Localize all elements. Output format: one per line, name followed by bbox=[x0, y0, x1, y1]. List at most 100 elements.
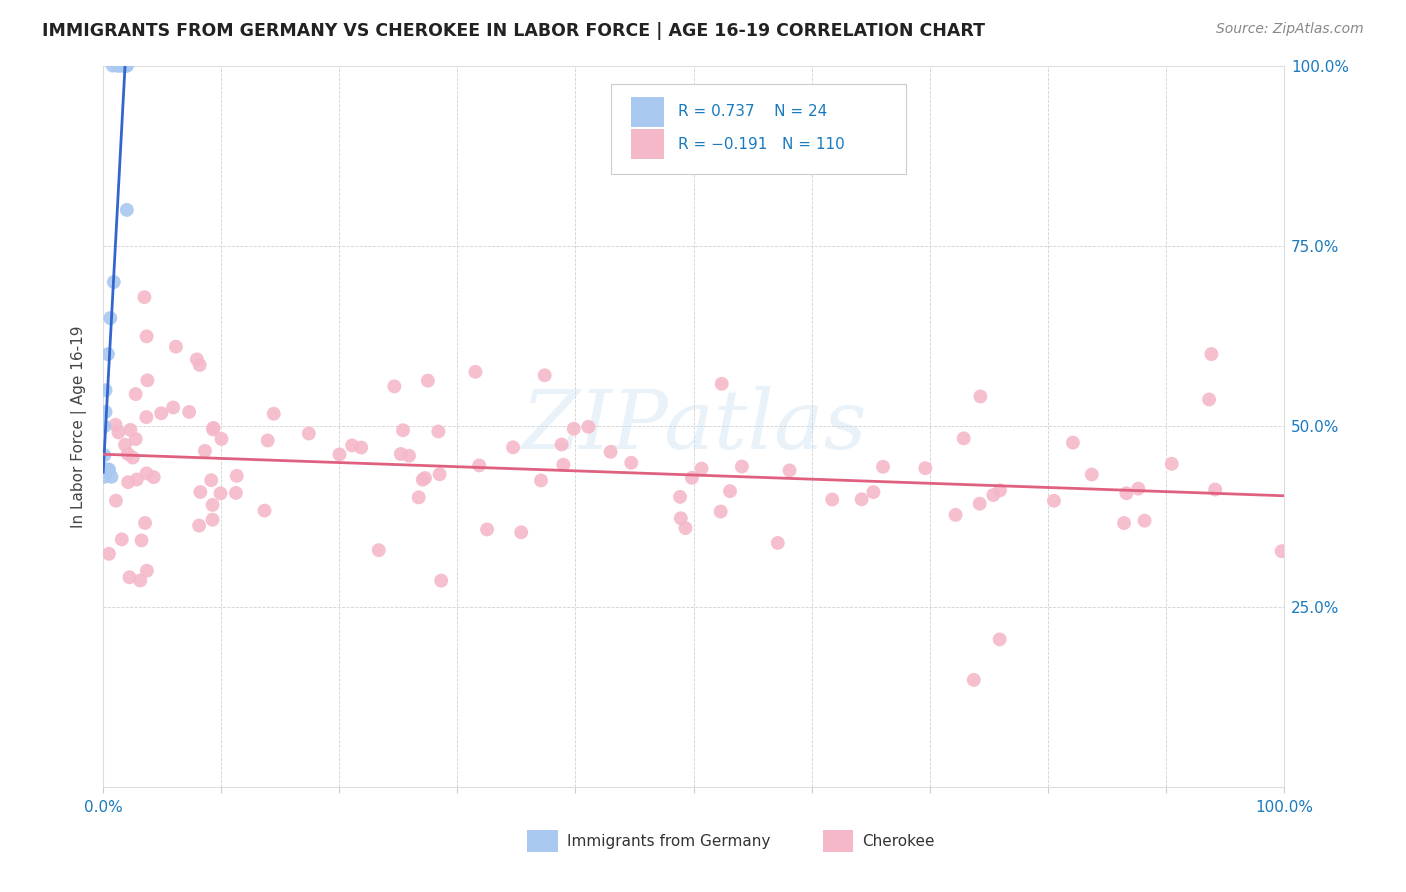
Point bbox=[94, 384, 117, 398]
Point bbox=[98, 462, 121, 476]
Point bbox=[766, 536, 789, 550]
Point bbox=[969, 497, 991, 511]
Point bbox=[862, 485, 884, 500]
Point bbox=[945, 508, 967, 522]
Y-axis label: In Labor Force | Age 16-19: In Labor Force | Age 16-19 bbox=[72, 325, 87, 527]
Point bbox=[851, 492, 873, 507]
Point bbox=[107, 425, 129, 440]
Point bbox=[104, 417, 127, 432]
Point bbox=[367, 543, 389, 558]
Point bbox=[97, 462, 120, 476]
FancyBboxPatch shape bbox=[610, 84, 905, 174]
Text: R = −0.191   N = 110: R = −0.191 N = 110 bbox=[678, 136, 845, 152]
Point bbox=[115, 202, 138, 217]
Point bbox=[821, 492, 844, 507]
Point bbox=[468, 458, 491, 473]
Point bbox=[202, 421, 225, 435]
Point bbox=[969, 389, 991, 403]
Point bbox=[710, 504, 733, 518]
Point bbox=[194, 443, 217, 458]
Point bbox=[681, 471, 703, 485]
Point bbox=[427, 425, 450, 439]
Point bbox=[389, 447, 412, 461]
Point bbox=[710, 376, 733, 391]
Point bbox=[530, 474, 553, 488]
Point bbox=[201, 513, 224, 527]
Point bbox=[502, 440, 524, 454]
Point bbox=[97, 347, 120, 361]
Point bbox=[475, 523, 498, 537]
Point bbox=[599, 445, 621, 459]
Point bbox=[200, 473, 222, 487]
Bar bbox=[631, 129, 664, 160]
Point bbox=[98, 311, 121, 326]
Text: Cherokee: Cherokee bbox=[862, 834, 935, 848]
Point bbox=[1271, 544, 1294, 558]
Point bbox=[94, 405, 117, 419]
Point bbox=[100, 470, 122, 484]
Point bbox=[1043, 493, 1066, 508]
Point bbox=[129, 574, 152, 588]
Point bbox=[110, 59, 132, 73]
Point bbox=[1133, 514, 1156, 528]
Point bbox=[731, 459, 754, 474]
Point bbox=[669, 511, 692, 525]
Point bbox=[190, 485, 212, 500]
Point bbox=[988, 483, 1011, 498]
Point bbox=[103, 275, 125, 289]
Point bbox=[408, 491, 430, 505]
Point bbox=[340, 438, 363, 452]
Point bbox=[96, 462, 118, 476]
Point bbox=[188, 358, 211, 372]
Point bbox=[101, 59, 124, 73]
Point bbox=[690, 461, 713, 475]
Point bbox=[1112, 516, 1135, 530]
Point bbox=[179, 405, 201, 419]
Point bbox=[114, 438, 136, 452]
Point bbox=[211, 432, 233, 446]
Point bbox=[1080, 467, 1102, 482]
Point bbox=[125, 473, 148, 487]
Point bbox=[104, 493, 127, 508]
Point bbox=[114, 59, 136, 73]
Point bbox=[1201, 347, 1223, 361]
Point bbox=[620, 456, 643, 470]
Point bbox=[253, 503, 276, 517]
Point bbox=[111, 533, 134, 547]
Point bbox=[125, 432, 148, 446]
Point bbox=[142, 470, 165, 484]
Point bbox=[117, 475, 139, 490]
Point bbox=[669, 490, 692, 504]
Point bbox=[118, 570, 141, 584]
Point bbox=[91, 462, 114, 476]
Point bbox=[779, 463, 801, 477]
Point bbox=[209, 486, 232, 500]
Point bbox=[988, 632, 1011, 647]
Point bbox=[298, 426, 321, 441]
Point bbox=[510, 525, 533, 540]
Point bbox=[135, 564, 157, 578]
Point bbox=[93, 448, 115, 462]
Point bbox=[1062, 435, 1084, 450]
Text: R = 0.737    N = 24: R = 0.737 N = 24 bbox=[678, 104, 828, 120]
Text: ZIPatlas: ZIPatlas bbox=[520, 386, 866, 467]
Point bbox=[412, 473, 434, 487]
Point bbox=[131, 533, 153, 548]
Point bbox=[872, 459, 894, 474]
Point bbox=[114, 59, 136, 73]
Point bbox=[94, 462, 117, 476]
Point bbox=[382, 379, 405, 393]
Point bbox=[256, 434, 278, 448]
Point bbox=[533, 368, 555, 383]
Point bbox=[718, 484, 741, 499]
Point bbox=[125, 387, 148, 401]
Point bbox=[136, 373, 159, 387]
Point bbox=[1115, 486, 1137, 500]
Point bbox=[112, 59, 135, 73]
Point bbox=[107, 59, 129, 73]
Point bbox=[135, 410, 157, 425]
Point bbox=[673, 521, 696, 535]
Point bbox=[553, 458, 575, 472]
Point bbox=[562, 422, 585, 436]
Bar bbox=[631, 96, 664, 127]
